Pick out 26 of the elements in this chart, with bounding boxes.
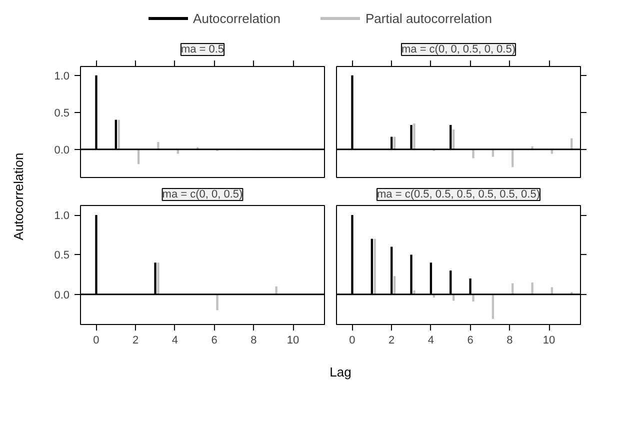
chart-title: ma = c(0, 0, 0.5, 0, 0.5) xyxy=(401,44,516,56)
chart-title: ma = c(0, 0, 0.5) xyxy=(162,188,243,200)
x-tick-label: 6 xyxy=(211,334,218,346)
y-tick-label: 1.0 xyxy=(54,70,70,82)
y-tick-label: 0.5 xyxy=(54,250,70,262)
x-axis-title: Lag xyxy=(330,364,352,380)
x-tick-label: 2 xyxy=(132,334,139,346)
x-tick-label: 0 xyxy=(93,334,100,346)
x-tick-label: 8 xyxy=(506,334,513,346)
x-tick-label: 4 xyxy=(172,334,178,346)
legend-label: Autocorrelation xyxy=(193,10,280,26)
y-axis-title: Autocorrelation xyxy=(11,152,26,240)
y-tick-label: 0.5 xyxy=(54,107,70,120)
x-tick-label: 2 xyxy=(388,334,395,346)
x-tick-label: 10 xyxy=(286,334,300,346)
y-tick-label: 0.0 xyxy=(54,144,70,156)
chart-title: ma = c(0.5, 0.5, 0.5, 0.5, 0.5, 0.5) xyxy=(377,188,540,200)
y-tick-label: 0.0 xyxy=(54,289,70,302)
x-tick-label: 4 xyxy=(428,334,434,346)
x-tick-label: 10 xyxy=(542,334,556,346)
y-tick-label: 1.0 xyxy=(54,210,70,222)
chart-title: ma = 0.5 xyxy=(180,44,224,56)
x-tick-label: 6 xyxy=(467,334,474,346)
x-tick-label: 0 xyxy=(349,334,356,346)
x-tick-label: 8 xyxy=(250,334,257,346)
legend-label: Partial autocorrelation xyxy=(365,10,492,26)
